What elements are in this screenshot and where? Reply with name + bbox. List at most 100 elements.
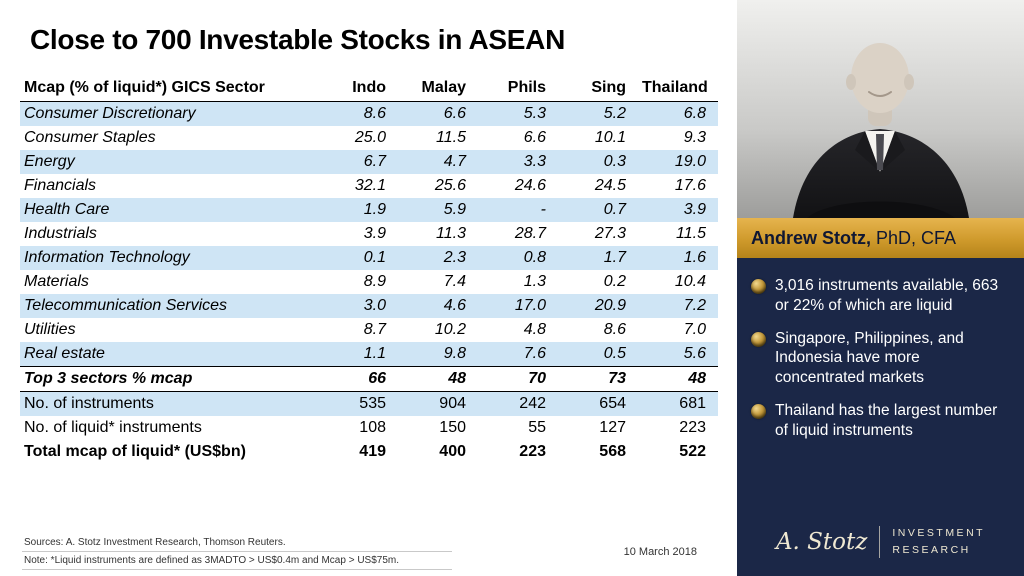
cell-value: 5.3 bbox=[523, 105, 546, 122]
cell-value: 223 bbox=[519, 443, 546, 460]
table-header-phils: Phils bbox=[478, 76, 558, 102]
liquidity-note: Note: *Liquid instruments are defined as… bbox=[22, 552, 452, 570]
table-row: Industrials 3.9 11.3 28.7 27.3 11.5 bbox=[20, 222, 718, 246]
cell-value: 522 bbox=[679, 443, 706, 460]
cell-value: 20.9 bbox=[594, 297, 626, 314]
slide-date: 10 March 2018 bbox=[623, 546, 697, 558]
cell-value: 681 bbox=[679, 395, 706, 412]
stotz-logo: A. Stotz INVESTMENT RESEARCH bbox=[737, 525, 1024, 576]
table-header-thailand: Thailand bbox=[638, 76, 718, 102]
row-label: Information Technology bbox=[24, 249, 190, 266]
cell-value: 0.7 bbox=[603, 201, 626, 218]
cell-value: 7.2 bbox=[683, 297, 706, 314]
cell-value: 0.2 bbox=[603, 273, 626, 290]
cell-value: 3.0 bbox=[363, 297, 386, 314]
row-label: Top 3 sectors % mcap bbox=[20, 366, 318, 392]
cell-value: 127 bbox=[599, 419, 626, 436]
portrait-illustration bbox=[737, 0, 1024, 218]
footnotes: Sources: A. Stotz Investment Research, T… bbox=[22, 534, 452, 570]
cell-value: 223 bbox=[679, 419, 706, 436]
cell-value: 73 bbox=[558, 366, 638, 392]
bullet-sphere-icon bbox=[751, 279, 766, 294]
andrew-stotz-photo bbox=[737, 0, 1024, 218]
table-row: Health Care 1.9 5.9 - 0.7 3.9 bbox=[20, 198, 718, 222]
cell-value: 25.6 bbox=[434, 177, 466, 194]
row-label: Utilities bbox=[24, 321, 76, 338]
cell-value: 55 bbox=[528, 419, 546, 436]
cell-value: 19.0 bbox=[674, 153, 706, 170]
row-label: Consumer Staples bbox=[24, 129, 156, 146]
cell-value: 7.0 bbox=[683, 321, 706, 338]
key-point-text: 3,016 instruments available, 663 or 22% … bbox=[775, 277, 999, 314]
sources-note: Sources: A. Stotz Investment Research, T… bbox=[22, 534, 452, 552]
row-label: Health Care bbox=[24, 201, 110, 218]
cell-value: 66 bbox=[318, 366, 398, 392]
logo-wordmark-line1: INVESTMENT bbox=[892, 527, 986, 540]
cell-value: 6.6 bbox=[443, 105, 466, 122]
cell-value: 3.9 bbox=[363, 225, 386, 242]
author-credentials: PhD, CFA bbox=[876, 227, 957, 248]
cell-value: 32.1 bbox=[354, 177, 386, 194]
cell-value: 9.3 bbox=[683, 129, 706, 146]
cell-value: 3.9 bbox=[683, 201, 706, 218]
table-row: Financials 32.1 25.6 24.6 24.5 17.6 bbox=[20, 174, 718, 198]
cell-value: 150 bbox=[439, 419, 466, 436]
cell-value: 48 bbox=[638, 366, 718, 392]
cell-value: 0.3 bbox=[603, 153, 626, 170]
table-row: Telecommunication Services 3.0 4.6 17.0 20.9… bbox=[20, 294, 718, 318]
cell-value: 0.1 bbox=[363, 249, 386, 266]
key-points-list: 3,016 instruments available, 663 or 22% … bbox=[737, 258, 1024, 454]
row-label: Energy bbox=[24, 153, 75, 170]
cell-value: 654 bbox=[599, 395, 626, 412]
cell-value: 400 bbox=[439, 443, 466, 460]
table-header-sector: Mcap (% of liquid*) GICS Sector bbox=[20, 76, 318, 102]
cell-value: 1.3 bbox=[523, 273, 546, 290]
cell-value: 1.7 bbox=[603, 249, 626, 266]
row-label: Materials bbox=[24, 273, 89, 290]
table-row: No. of liquid* instruments 108 150 55 127 223 bbox=[20, 416, 718, 440]
table-row: Energy 6.7 4.7 3.3 0.3 19.0 bbox=[20, 150, 718, 174]
key-point-item: Singapore, Philippines, and Indonesia ha… bbox=[751, 329, 1012, 388]
row-label: Real estate bbox=[24, 345, 105, 362]
table-row: Consumer Discretionary 8.6 6.6 5.3 5.2 6.8 bbox=[20, 101, 718, 126]
key-point-text: Singapore, Philippines, and Indonesia ha… bbox=[775, 329, 964, 387]
cell-value: 24.5 bbox=[594, 177, 626, 194]
logo-wordmark: INVESTMENT RESEARCH bbox=[892, 525, 985, 558]
cell-value: 11.5 bbox=[436, 129, 466, 146]
cell-value: 17.6 bbox=[674, 177, 706, 194]
cell-value: 0.5 bbox=[603, 345, 626, 362]
cell-value: 4.8 bbox=[523, 321, 546, 338]
table-row: Total mcap of liquid* (US$bn) 419 400 223 56… bbox=[20, 440, 718, 464]
cell-value: 17.0 bbox=[514, 297, 546, 314]
cell-value: 11.5 bbox=[676, 225, 706, 242]
cell-value: 535 bbox=[359, 395, 386, 412]
author-panel: Andrew Stotz, PhD, CFA 3,016 instruments… bbox=[737, 0, 1024, 576]
cell-value: 6.7 bbox=[363, 153, 386, 170]
key-point-text: Thailand has the largest number of liqui… bbox=[775, 402, 998, 439]
cell-value: 4.7 bbox=[443, 153, 466, 170]
cell-value: 4.6 bbox=[443, 297, 466, 314]
cell-value: 5.9 bbox=[443, 201, 466, 218]
bullet-sphere-icon bbox=[751, 331, 766, 347]
cell-value: 242 bbox=[519, 395, 546, 412]
logo-divider bbox=[879, 525, 881, 558]
cell-value: 1.6 bbox=[683, 249, 706, 266]
cell-value: 8.9 bbox=[363, 273, 386, 290]
row-label: Telecommunication Services bbox=[24, 297, 228, 314]
cell-value: 419 bbox=[359, 443, 386, 460]
table-row: Real estate 1.1 9.8 7.6 0.5 5.6 bbox=[20, 342, 718, 367]
cell-value: 8.7 bbox=[363, 321, 386, 338]
slide-title: Close to 700 Investable Stocks in ASEAN bbox=[30, 24, 565, 55]
cell-value: 27.3 bbox=[594, 225, 626, 242]
cell-value: 10.2 bbox=[434, 321, 466, 338]
table-row: Information Technology 0.1 2.3 0.8 1.7 1.6 bbox=[20, 246, 718, 270]
table-header-malay: Malay bbox=[398, 76, 478, 102]
row-label: Industrials bbox=[24, 225, 97, 242]
cell-value: 108 bbox=[359, 419, 386, 436]
row-label: No. of instruments bbox=[24, 395, 154, 412]
cell-value: 48 bbox=[398, 366, 478, 392]
table-header-row: Mcap (% of liquid*) GICS Sector Indo Malay… bbox=[20, 76, 718, 102]
table-row: Top 3 sectors % mcap 66 48 70 73 48 bbox=[20, 366, 718, 392]
cell-value: 5.6 bbox=[683, 345, 706, 362]
